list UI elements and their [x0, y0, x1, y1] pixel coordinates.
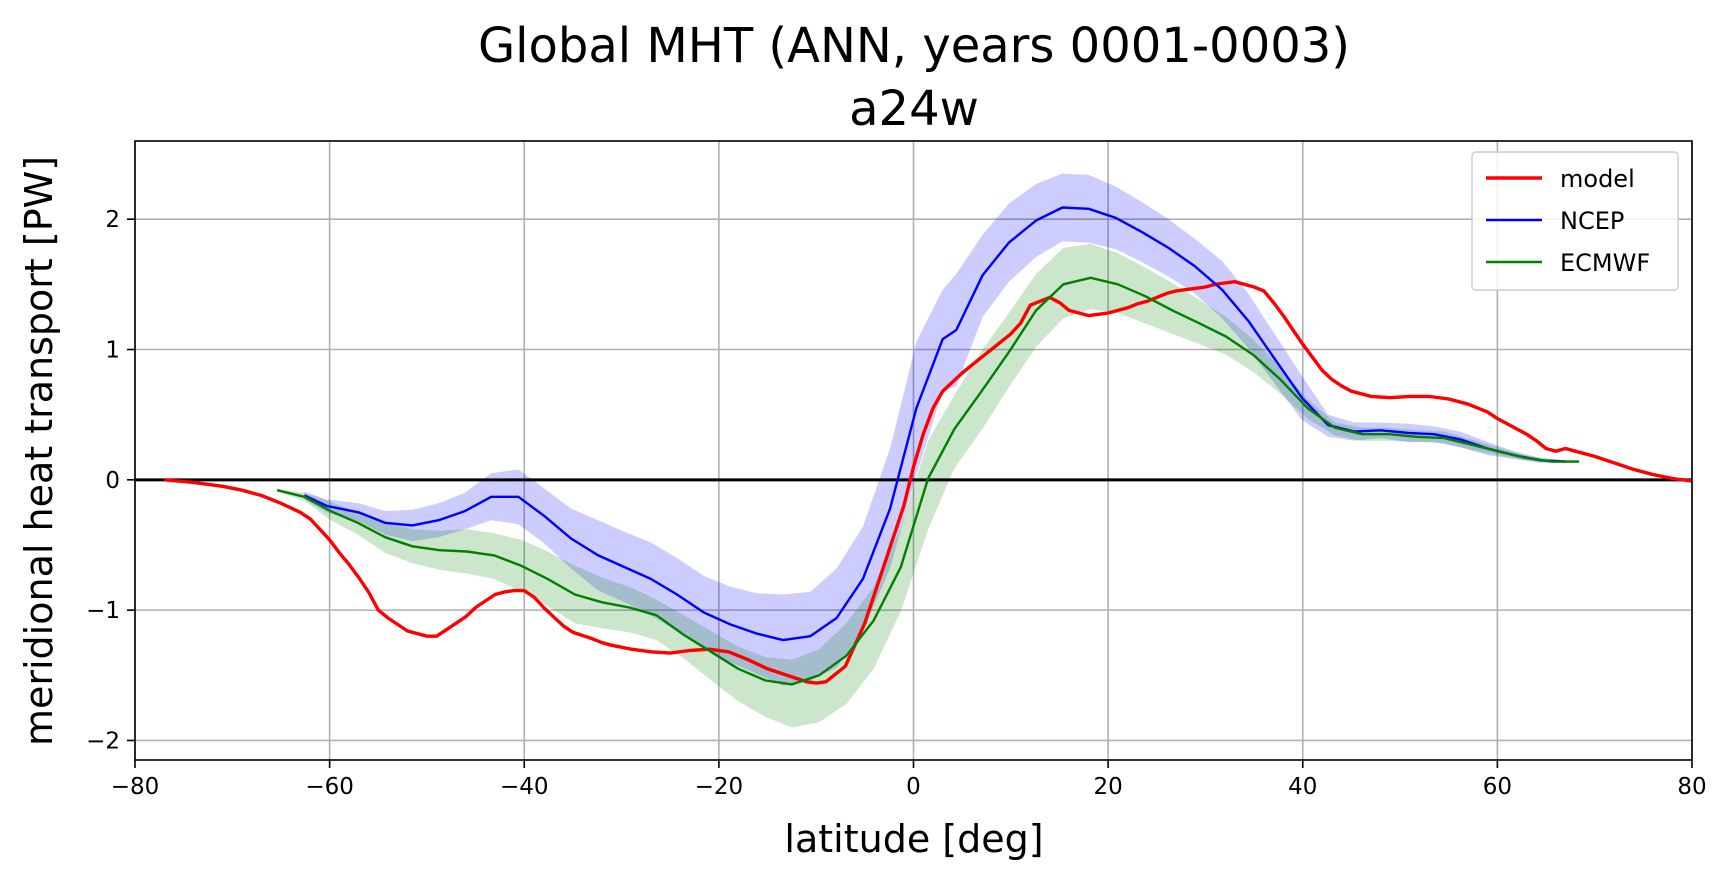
y-tick-label: 2 — [105, 207, 120, 233]
legend-box — [1471, 151, 1679, 291]
chart-title: Global MHT (ANN, years 0001-0003) — [478, 18, 1350, 74]
legend-label-model: model — [1560, 165, 1635, 193]
x-tick-label: 60 — [1483, 774, 1512, 800]
y-axis-label: meridional heat transport [PW] — [17, 156, 61, 746]
x-axis-ticks: −80 −60 −40 −20 0 20 40 60 80 — [111, 760, 1707, 800]
x-tick-label: −20 — [695, 774, 744, 800]
legend: model NCEP ECMWF — [1471, 151, 1679, 291]
band-ncep — [304, 173, 1567, 686]
y-tick-label: 0 — [105, 468, 120, 494]
band-ecmwf — [277, 243, 1580, 728]
x-tick-label: 40 — [1288, 774, 1317, 800]
y-tick-label: −1 — [86, 598, 120, 624]
uncertainty-bands — [277, 173, 1580, 728]
x-tick-label: −60 — [305, 774, 354, 800]
x-tick-label: 80 — [1677, 774, 1706, 800]
legend-label-ecmwf: ECMWF — [1560, 249, 1650, 277]
x-axis-label: latitude [deg] — [784, 817, 1043, 861]
y-tick-label: 1 — [105, 338, 120, 364]
x-tick-label: 20 — [1093, 774, 1122, 800]
x-tick-label: 0 — [906, 774, 921, 800]
y-tick-label: −2 — [86, 728, 120, 754]
series-line-ecmwf — [276, 276, 1580, 686]
y-axis-ticks: −2 −1 0 1 2 — [86, 207, 135, 754]
legend-label-ncep: NCEP — [1560, 207, 1624, 235]
x-tick-label: −40 — [500, 774, 549, 800]
series-line-model — [164, 280, 1693, 685]
x-tick-label: −80 — [111, 774, 160, 800]
series-lines — [164, 206, 1693, 686]
chart-subtitle: a24w — [849, 81, 979, 137]
